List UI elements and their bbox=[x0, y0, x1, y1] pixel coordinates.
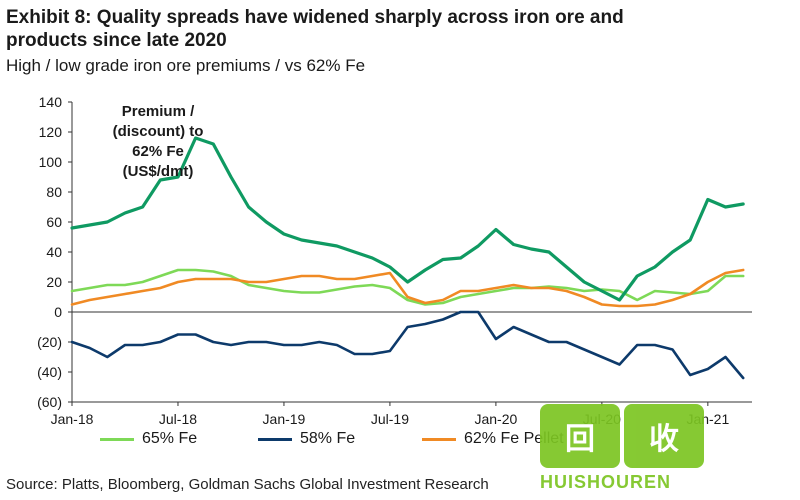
y-tick-label: 120 bbox=[39, 124, 63, 140]
chart-subtitle: High / low grade iron ore premiums / vs … bbox=[6, 56, 366, 75]
legend-swatch-65fe bbox=[100, 437, 134, 441]
annotation-line: (US$/dmt) bbox=[123, 163, 194, 180]
source-note: Source: Platts, Bloomberg, Goldman Sachs… bbox=[6, 476, 489, 493]
series-group bbox=[70, 136, 745, 380]
watermark-logo: 回 收 HUISHOUREN bbox=[540, 404, 760, 496]
x-tick-label: Jan-18 bbox=[51, 411, 94, 427]
annotation: Premium / (discount) to 62% Fe (US$/dmt) bbox=[113, 103, 204, 180]
legend-item-62fe-pellet: 62% Fe Pellet bbox=[422, 430, 564, 448]
legend-label-65fe: 65% Fe bbox=[142, 430, 198, 447]
watermark-glyph-2: 收 bbox=[624, 404, 704, 468]
x-tick-label: Jul-19 bbox=[371, 411, 409, 427]
annotation-line: (discount) to bbox=[113, 123, 204, 140]
legend-label-58fe: 58% Fe bbox=[300, 430, 356, 447]
y-tick-label: 140 bbox=[39, 94, 63, 110]
y-tick-label: 100 bbox=[39, 154, 63, 170]
y-tick-label: 60 bbox=[46, 214, 62, 230]
legend-label-62fe-pellet: 62% Fe Pellet bbox=[464, 430, 564, 447]
legend-swatch-58fe bbox=[258, 437, 292, 441]
y-tick-label: 0 bbox=[54, 304, 62, 320]
x-tick-label: Jan-20 bbox=[474, 411, 517, 427]
series-line-65fe-high-grade bbox=[70, 136, 745, 302]
legend-swatch-62fe-pellet bbox=[422, 437, 456, 441]
y-tick-label: 20 bbox=[46, 274, 62, 290]
y-tick-label: 80 bbox=[46, 184, 62, 200]
legend-item-65fe: 65% Fe bbox=[100, 430, 197, 448]
annotation-line: 62% Fe bbox=[132, 143, 184, 160]
series-line-62-fe-pellet bbox=[70, 268, 745, 308]
series-line-58-fe bbox=[70, 310, 745, 380]
y-axis: 140 120 100 80 60 40 20 0 (20) (40) (60) bbox=[37, 94, 73, 410]
watermark-word: HUISHOUREN bbox=[540, 472, 672, 492]
series-line-65-fe bbox=[70, 268, 745, 306]
y-tick-label: (40) bbox=[37, 364, 62, 380]
x-tick-label: Jul-18 bbox=[159, 411, 197, 427]
watermark-glyph-1: 回 bbox=[540, 404, 620, 468]
chart-title: Exhibit 8: Quality spreads have widened … bbox=[6, 7, 624, 51]
legend-item-58fe: 58% Fe bbox=[258, 430, 355, 448]
annotation-line: Premium / bbox=[122, 103, 195, 120]
y-tick-label: 40 bbox=[46, 244, 62, 260]
y-tick-label: (60) bbox=[37, 394, 62, 410]
line-chart: 140 120 100 80 60 40 20 0 (20) (40) (60) Jan-18 Jul… bbox=[37, 94, 752, 427]
y-tick-label: (20) bbox=[37, 334, 62, 350]
legend: 65% Fe 58% Fe 62% Fe Pellet bbox=[0, 430, 800, 460]
x-tick-label: Jan-19 bbox=[263, 411, 306, 427]
